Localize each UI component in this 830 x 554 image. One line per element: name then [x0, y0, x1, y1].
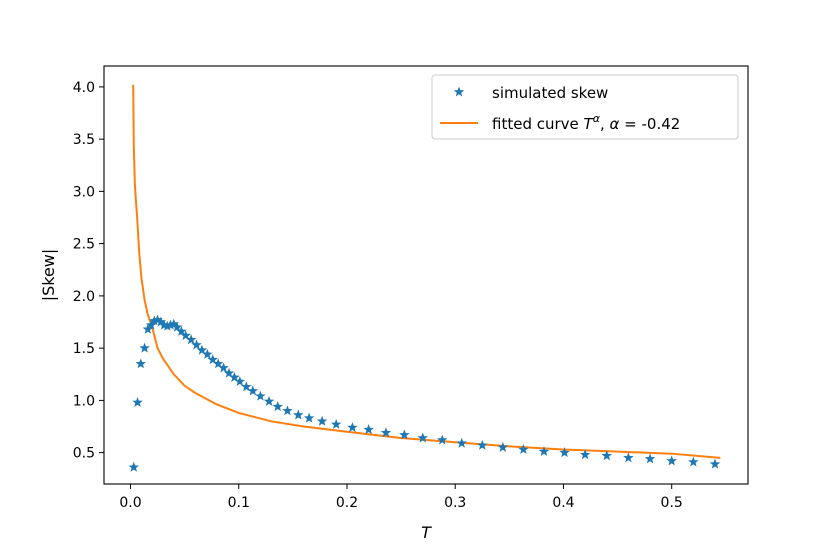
skew-point	[145, 319, 157, 330]
skew-point	[128, 461, 139, 472]
y-tick-label: 1.5	[73, 341, 95, 357]
plot-frame	[103, 65, 749, 485]
skew-point	[456, 437, 467, 448]
x-tick-label: 0.1	[228, 495, 250, 511]
legend-star-marker	[453, 86, 465, 97]
axes: 0.0 0.1 0.2 0.3 0.4 0.5 0.5 1.0 1.5 2.0 2.5 3.0 3.5 4…	[73, 80, 683, 511]
plot-marks	[128, 84, 721, 472]
skew-point	[135, 358, 147, 369]
skew-point	[293, 409, 304, 420]
skew-point	[152, 314, 163, 325]
skew-point	[207, 354, 219, 365]
skew-point	[149, 315, 160, 326]
skew-point	[202, 348, 213, 359]
skew-point	[497, 441, 509, 452]
y-axis-label: |Skew|	[39, 249, 58, 302]
legend-fitted-comma: ,	[600, 115, 610, 133]
skew-point	[437, 434, 448, 445]
skew-point	[212, 358, 224, 369]
legend-star-shape	[453, 86, 465, 97]
skew-point	[196, 344, 208, 355]
x-axis-label: T	[421, 523, 432, 542]
legend-fitted-prefix: fitted curve	[492, 115, 584, 133]
y-tick-label: 3.0	[73, 184, 95, 200]
x-tick-label: 0.2	[336, 495, 358, 511]
skew-point	[229, 371, 240, 382]
skew-point	[223, 367, 235, 378]
skew-point	[417, 432, 428, 443]
skew-point	[263, 395, 275, 406]
legend-label-fitted: fitted curve Tα, α = -0.42	[492, 112, 680, 133]
y-tick-label: 2.0	[73, 289, 95, 305]
skew-point	[282, 405, 293, 416]
skew-point	[191, 339, 202, 350]
skew-point	[168, 318, 180, 329]
skew-point	[477, 439, 488, 450]
skew-point	[303, 412, 315, 423]
legend-fitted-T: T	[584, 115, 595, 133]
fitted-curve-line	[132, 84, 721, 459]
skew-point	[666, 455, 677, 466]
skew-point	[255, 390, 266, 401]
legend-box	[431, 74, 739, 140]
skew-point	[623, 452, 634, 463]
y-tick-label: 0.5	[73, 446, 95, 462]
legend: simulated skew fitted curve Tα, α = -0.4…	[431, 74, 739, 140]
y-tick-label: 1.0	[73, 393, 95, 409]
skew-point	[180, 330, 191, 341]
skew-point	[347, 422, 358, 433]
skew-point	[176, 325, 187, 336]
skew-point	[218, 362, 229, 373]
skew-point	[185, 334, 197, 345]
skew-point	[162, 320, 173, 331]
skew-point	[709, 458, 721, 469]
skew-point	[234, 376, 246, 387]
x-tick-label: 0.4	[552, 495, 574, 511]
skew-point	[272, 401, 283, 412]
skew-point	[601, 450, 612, 461]
skew-point	[518, 444, 529, 454]
y-tick-label: 4.0	[73, 80, 95, 96]
skew-point	[171, 321, 183, 332]
legend-fitted-alpha: α	[610, 115, 620, 133]
skew-point	[139, 342, 150, 353]
legend-label-simulated: simulated skew	[492, 84, 608, 102]
legend-fitted-value: = -0.42	[619, 115, 680, 133]
skew-point	[538, 446, 550, 457]
x-tick-label: 0.0	[119, 495, 141, 511]
y-tick-label: 2.5	[73, 237, 95, 253]
skew-point	[155, 316, 167, 327]
skew-point	[142, 323, 154, 334]
skew-point	[241, 381, 252, 392]
x-tick-label: 0.5	[661, 495, 683, 511]
skew-point	[644, 453, 656, 464]
legend-fitted-exponent: α	[593, 112, 601, 125]
skew-point	[559, 447, 570, 458]
skew-point	[247, 385, 259, 396]
skew-point	[316, 415, 328, 426]
skew-point	[380, 427, 392, 438]
x-tick-label: 0.3	[444, 495, 466, 511]
skew-point	[399, 429, 410, 440]
y-tick-label: 3.5	[73, 132, 95, 148]
skew-point	[132, 396, 143, 407]
skew-point	[165, 319, 176, 330]
skew-point	[363, 424, 374, 435]
skew-point	[330, 418, 342, 429]
skew-point	[579, 449, 591, 460]
skew-point	[688, 456, 699, 467]
